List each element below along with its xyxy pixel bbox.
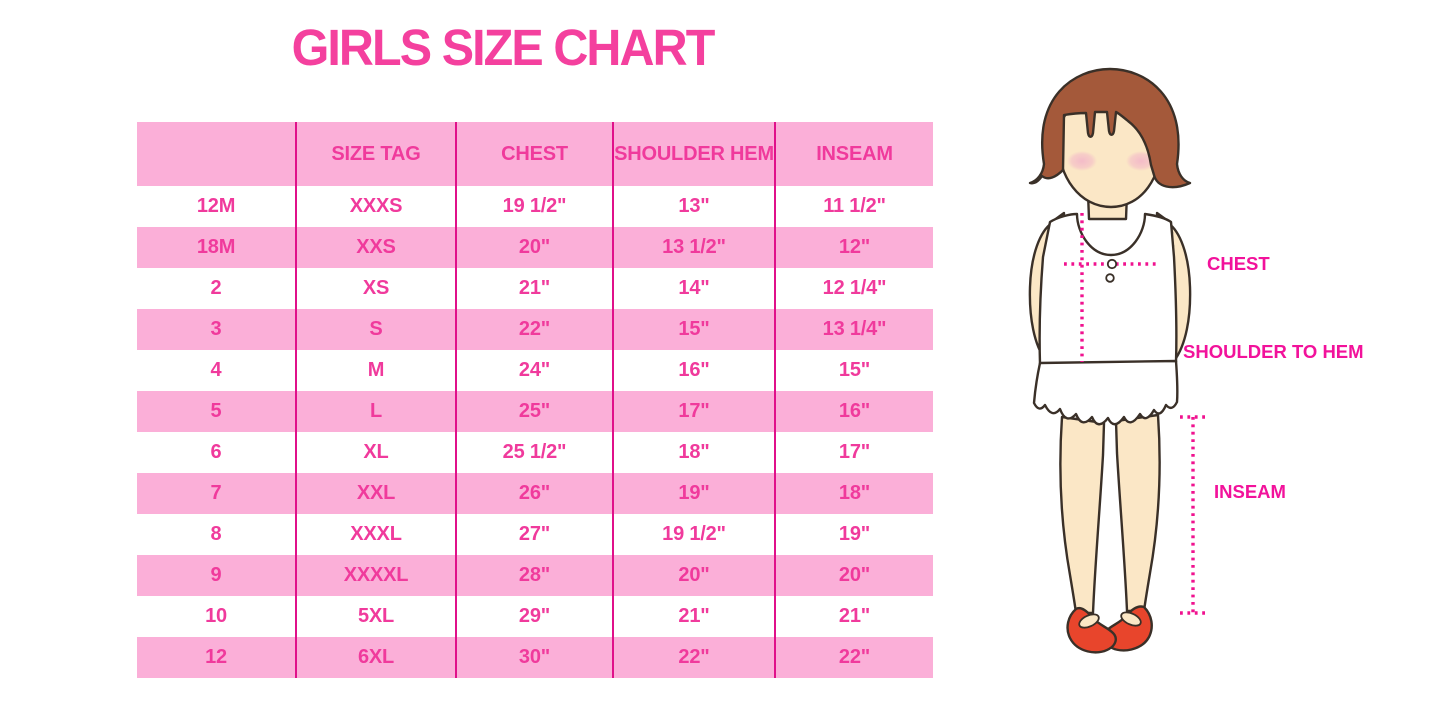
size-table-cell: 13" xyxy=(614,186,776,227)
size-row-label: 7 xyxy=(137,473,297,514)
girl-left-shoe xyxy=(1066,606,1117,654)
size-table-cell: L xyxy=(297,391,457,432)
girl-top-button-2 xyxy=(1105,273,1115,283)
size-table: SIZE TAG CHEST SHOULDER HEM INSEAM 12M XXXS 19… xyxy=(137,122,933,678)
girl-blush-left xyxy=(1067,151,1097,171)
girl-top xyxy=(1038,212,1178,366)
size-row-label: 10 xyxy=(137,596,297,637)
header-cell: CHEST xyxy=(457,122,614,186)
page-title: GIRLS SIZE CHART xyxy=(291,19,716,76)
size-table-cell: 15" xyxy=(614,309,776,350)
size-row-label: 8 xyxy=(137,514,297,555)
size-table-cell: 17" xyxy=(614,391,776,432)
size-table-cell: 30" xyxy=(457,637,614,678)
size-table-cell: 18" xyxy=(776,473,933,514)
girl-hair xyxy=(1028,67,1192,189)
size-table-cell: 16" xyxy=(776,391,933,432)
size-table-cell: 21" xyxy=(614,596,776,637)
size-table-cell: 19" xyxy=(838,523,871,545)
size-row-label: 9 xyxy=(137,555,297,596)
girl-measurement-figure: CHEST SHOULDER TO HEM INSEAM xyxy=(1028,67,1364,654)
header-cell: INSEAM xyxy=(776,122,933,186)
header-cell: SHOULDER HEM xyxy=(614,122,776,186)
size-table-cell: XXXS xyxy=(297,186,457,227)
size-table-cell: 24" xyxy=(457,350,614,391)
size-table-cell: 20" xyxy=(614,555,776,596)
size-table-cell: 19" xyxy=(614,473,776,514)
size-table-cell: S xyxy=(297,309,457,350)
size-table-cell: 20" xyxy=(776,555,933,596)
size-table-cell: 14" xyxy=(614,268,776,309)
size-table-cell: 6XL xyxy=(297,637,457,678)
size-table-cell: 11 1/2" xyxy=(823,195,886,217)
size-table-cell: 15" xyxy=(838,359,871,381)
size-table-cell: 12 1/4" xyxy=(822,277,887,299)
size-table-cell: 25 1/2" xyxy=(457,432,614,473)
girl-left-leg xyxy=(1059,415,1106,615)
size-table-cell: 12" xyxy=(776,227,933,268)
inseam-label: INSEAM xyxy=(1214,481,1286,502)
size-table-cell: 17" xyxy=(838,441,871,463)
size-table-cell: 25" xyxy=(457,391,614,432)
size-table-cell: 22" xyxy=(614,637,776,678)
size-row-label: 12 xyxy=(137,637,297,678)
size-table-cell: 20" xyxy=(457,227,614,268)
size-row-label: 4 xyxy=(137,350,297,391)
size-row-label: 12M xyxy=(137,186,297,227)
size-table-cell: 19 1/2" xyxy=(457,186,614,227)
chest-label: CHEST xyxy=(1207,253,1270,274)
size-table-cell: XXXL xyxy=(297,514,457,555)
size-row-label: 2 xyxy=(137,268,297,309)
size-table-cell: 19 1/2" xyxy=(614,514,776,555)
girl-top-button-1 xyxy=(1106,258,1118,270)
size-table-cell: 13 1/4" xyxy=(776,309,933,350)
size-table-cell: 29" xyxy=(457,596,614,637)
size-row-label: 5 xyxy=(137,391,297,432)
size-table-cell: 5XL xyxy=(297,596,457,637)
girl-skirt xyxy=(1032,359,1179,426)
size-table-cell: 28" xyxy=(457,555,614,596)
size-row-label: 6 xyxy=(137,432,297,473)
size-table-cell: 13 1/2" xyxy=(614,227,776,268)
size-table-cell: 27" xyxy=(457,514,614,555)
size-row-label: 18M xyxy=(137,227,297,268)
size-table-cell: 22" xyxy=(457,309,614,350)
girl-right-leg xyxy=(1114,413,1161,613)
size-table-cell: 26" xyxy=(457,473,614,514)
size-table-cell: XXL xyxy=(297,473,457,514)
size-table-cell: M xyxy=(297,350,457,391)
shoulder-to-hem-label: SHOULDER TO HEM xyxy=(1183,341,1364,362)
size-table-cell: 22" xyxy=(776,637,933,678)
size-table-cell: 18" xyxy=(614,432,776,473)
size-table-cell: XXXXL xyxy=(297,555,457,596)
header-cell: SIZE TAG xyxy=(297,122,457,186)
size-table-cell: 21" xyxy=(838,605,871,627)
size-table-cell: XS xyxy=(297,268,457,309)
header-cell-empty xyxy=(137,122,297,186)
size-table-cell: 21" xyxy=(457,268,614,309)
size-row-label: 3 xyxy=(137,309,297,350)
size-table-cell: XXS xyxy=(297,227,457,268)
size-table-cell: 16" xyxy=(614,350,776,391)
size-table-cell: XL xyxy=(297,432,457,473)
